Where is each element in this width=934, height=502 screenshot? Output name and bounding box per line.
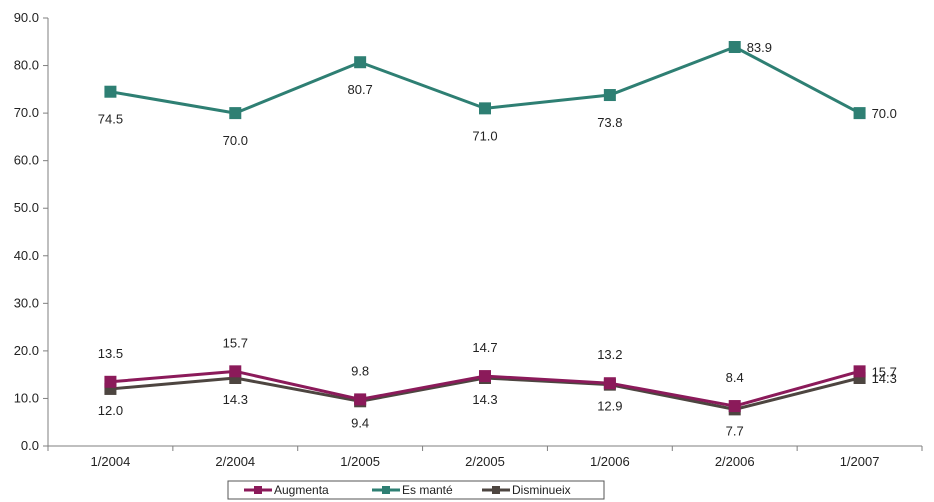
y-tick-label: 40.0 bbox=[14, 248, 39, 263]
data-label: 8.4 bbox=[726, 370, 744, 385]
data-point bbox=[853, 365, 866, 378]
x-tick-label: 2/2006 bbox=[715, 454, 755, 469]
x-tick-label: 1/2006 bbox=[590, 454, 630, 469]
x-tick-label: 1/2005 bbox=[340, 454, 380, 469]
y-tick-label: 80.0 bbox=[14, 58, 39, 73]
legend-swatch-marker bbox=[382, 486, 390, 494]
y-tick-label: 10.0 bbox=[14, 390, 39, 405]
data-label: 80.7 bbox=[347, 82, 372, 97]
data-label: 71.0 bbox=[472, 128, 497, 143]
data-label: 73.8 bbox=[597, 115, 622, 130]
data-label: 70.0 bbox=[223, 133, 248, 148]
data-label: 15.7 bbox=[223, 335, 248, 350]
y-tick-label: 50.0 bbox=[14, 200, 39, 215]
data-label: 13.2 bbox=[597, 347, 622, 362]
legend-label: Es manté bbox=[402, 483, 453, 497]
data-point bbox=[728, 400, 741, 413]
data-point bbox=[853, 107, 866, 120]
y-tick-label: 90.0 bbox=[14, 10, 39, 25]
data-point bbox=[104, 85, 117, 98]
data-label: 12.9 bbox=[597, 399, 622, 414]
legend-swatch-marker bbox=[254, 486, 262, 494]
data-point bbox=[479, 102, 491, 115]
data-point bbox=[479, 370, 491, 383]
data-label: 9.4 bbox=[351, 415, 369, 430]
data-point bbox=[104, 375, 117, 388]
data-label: 13.5 bbox=[98, 346, 123, 361]
legend-box bbox=[227, 480, 605, 500]
data-point bbox=[728, 41, 741, 54]
data-label: 15.7 bbox=[872, 364, 897, 379]
data-label: 9.8 bbox=[351, 363, 369, 378]
legend-label: Disminueix bbox=[512, 483, 571, 497]
data-point bbox=[354, 393, 367, 406]
series-layer bbox=[104, 41, 866, 416]
data-labels: 13.5 15.7 9.8 14.7 13.2 8.4 15.7 74.5 70.0 80.7 71… bbox=[98, 40, 897, 438]
legend-label: Augmenta bbox=[274, 483, 329, 497]
data-label: 14.3 bbox=[872, 371, 897, 386]
y-tick-label: 70.0 bbox=[14, 105, 39, 120]
x-tick-label: 2/2004 bbox=[215, 454, 255, 469]
data-point bbox=[354, 56, 367, 69]
y-tick-label: 20.0 bbox=[14, 343, 39, 358]
data-label: 12.0 bbox=[98, 403, 123, 418]
data-point bbox=[229, 365, 242, 378]
data-label: 14.7 bbox=[472, 340, 497, 355]
data-label: 14.3 bbox=[472, 392, 497, 407]
data-label: 7.7 bbox=[726, 423, 744, 438]
legend-swatch-marker bbox=[492, 486, 500, 494]
data-point bbox=[603, 89, 616, 102]
data-point bbox=[229, 107, 242, 120]
chart-axes: 0.0 10.0 20.0 30.0 40.0 50.0 60.0 70.0 80.0 90.0 1… bbox=[14, 10, 923, 469]
data-label: 14.3 bbox=[223, 392, 248, 407]
y-tick-label: 0.0 bbox=[21, 438, 39, 453]
data-label: 70.0 bbox=[872, 106, 897, 121]
legend: Augmenta Es manté Disminueix bbox=[227, 480, 605, 500]
data-label: 83.9 bbox=[747, 40, 772, 55]
x-tick-label: 1/2007 bbox=[840, 454, 880, 469]
x-tick-label: 2/2005 bbox=[465, 454, 505, 469]
x-tick-label: 1/2004 bbox=[91, 454, 131, 469]
y-tick-label: 60.0 bbox=[14, 153, 39, 168]
data-point bbox=[603, 377, 616, 390]
y-tick-label: 30.0 bbox=[14, 295, 39, 310]
data-label: 74.5 bbox=[98, 112, 123, 127]
